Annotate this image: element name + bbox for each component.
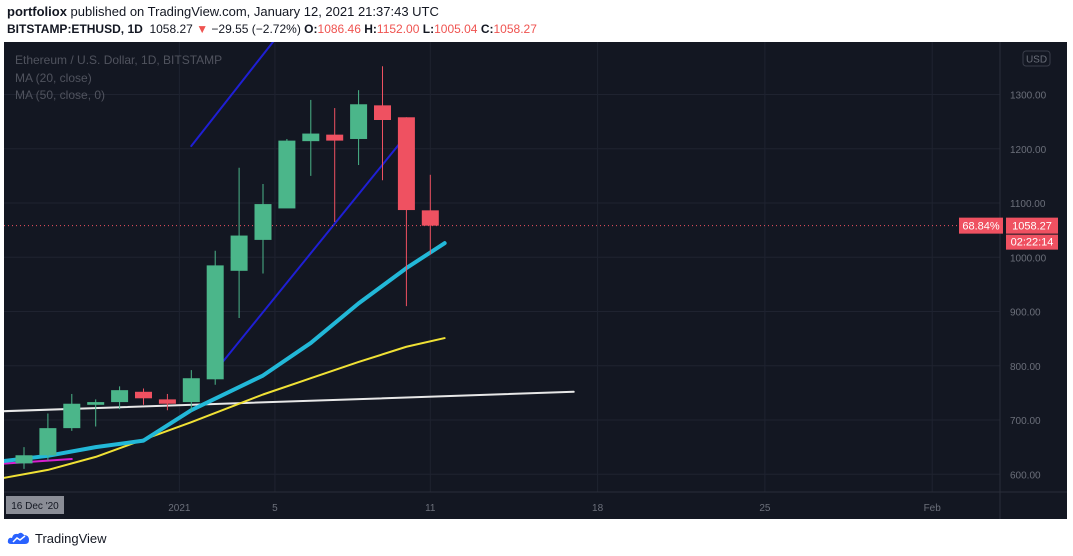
author-name[interactable]: portfoliox — [7, 4, 67, 19]
candle-body[interactable] — [158, 399, 176, 404]
chart-title: Ethereum / U.S. Dollar, 1D, BITSTAMP — [15, 53, 223, 67]
candle-body[interactable] — [135, 391, 152, 399]
candle-body[interactable] — [182, 378, 200, 403]
y-tick-label: 1000.00 — [1010, 253, 1047, 264]
tradingview-cloud-icon — [7, 532, 30, 544]
ma50-legend[interactable]: MA (50, close, 0) — [15, 88, 106, 102]
support-trendline[interactable] — [4, 390, 575, 416]
candle-body[interactable] — [421, 210, 439, 226]
last-price: 1058.27 — [149, 22, 193, 36]
x-tick-label: 25 — [759, 503, 771, 514]
candle-body[interactable] — [63, 403, 81, 429]
price-change: −29.55 (−2.72%) — [211, 22, 301, 36]
channel-lower-line[interactable] — [214, 134, 408, 373]
high-label: H: — [364, 22, 377, 36]
low-value: 1005.04 — [434, 22, 478, 36]
candle-body[interactable] — [397, 117, 415, 211]
chart-panel[interactable]: 600.00 700.00 800.00 900.00 1000.00 1100.00 12… — [4, 42, 1067, 519]
tradingview-branding[interactable]: TradingView — [7, 528, 107, 548]
currency-badge[interactable] — [1022, 50, 1051, 67]
quote-line: BITSTAMP:ETHUSD, 1D 1058.27 ▼ −29.55 (−2… — [7, 22, 537, 36]
candle-body[interactable] — [278, 140, 296, 209]
crosshair-date-label: 16 Dec '20 — [11, 501, 59, 512]
candle-body[interactable] — [111, 390, 129, 403]
candle-body[interactable] — [326, 134, 344, 141]
symbol-label: BITSTAMP:ETHUSD, 1D — [7, 22, 143, 36]
x-tick-label: 5 — [272, 503, 278, 514]
candle-body[interactable] — [230, 235, 248, 271]
candle-body[interactable] — [39, 428, 57, 456]
candle-body[interactable] — [254, 204, 272, 240]
y-tick-label: 700.00 — [1010, 416, 1041, 427]
crosshair-date-badge — [6, 496, 64, 514]
close-value: 1058.27 — [493, 22, 537, 36]
countdown-badge — [1006, 234, 1058, 250]
y-tick-label: 1300.00 — [1010, 91, 1047, 102]
candle-body[interactable] — [15, 455, 33, 464]
ma20-line[interactable] — [4, 241, 447, 472]
currency-label: USD — [1026, 55, 1047, 66]
candlestick-chart[interactable]: 600.00 700.00 800.00 900.00 1000.00 1100.00 12… — [4, 42, 1067, 519]
x-tick-label: 18 — [592, 503, 604, 514]
ma20-legend[interactable]: MA (20, close) — [15, 71, 92, 85]
close-label: C: — [480, 22, 494, 36]
published-text: published on TradingView.com, January 12… — [66, 4, 439, 19]
y-tick-label: 900.00 — [1010, 308, 1041, 319]
candle-body[interactable] — [350, 104, 368, 139]
down-arrow-icon: ▼ — [196, 22, 209, 36]
tradingview-brand-text: TradingView — [35, 530, 107, 546]
open-label: O: — [304, 22, 318, 36]
candle-body[interactable] — [87, 402, 105, 405]
open-value: 1086.46 — [317, 22, 361, 36]
y-tick-label: 1200.00 — [1010, 145, 1047, 156]
y-tick-label: 600.00 — [1010, 470, 1041, 481]
candle-body[interactable] — [206, 265, 224, 380]
last-price-badge — [1006, 217, 1058, 234]
low-label: L: — [422, 22, 435, 36]
pct-change-label: 68.84% — [962, 221, 1000, 233]
x-tick-label: 11 — [425, 503, 436, 514]
candle-body[interactable] — [374, 105, 391, 120]
publish-info: portfoliox published on TradingView.com,… — [7, 4, 439, 19]
ma50-line[interactable] — [4, 337, 446, 493]
channel-upper-line[interactable] — [190, 42, 406, 148]
x-tick-label: 2021 — [168, 503, 191, 514]
y-tick-label: 1100.00 — [1010, 199, 1046, 210]
countdown-label: 02:22:14 — [1011, 237, 1054, 249]
x-tick-label: Feb — [924, 503, 942, 514]
high-value: 1152.00 — [376, 22, 420, 36]
last-price-label: 1058.27 — [1012, 221, 1052, 233]
candle-body[interactable] — [302, 133, 320, 142]
y-tick-label: 800.00 — [1010, 362, 1041, 373]
pct-change-badge — [959, 217, 1003, 234]
